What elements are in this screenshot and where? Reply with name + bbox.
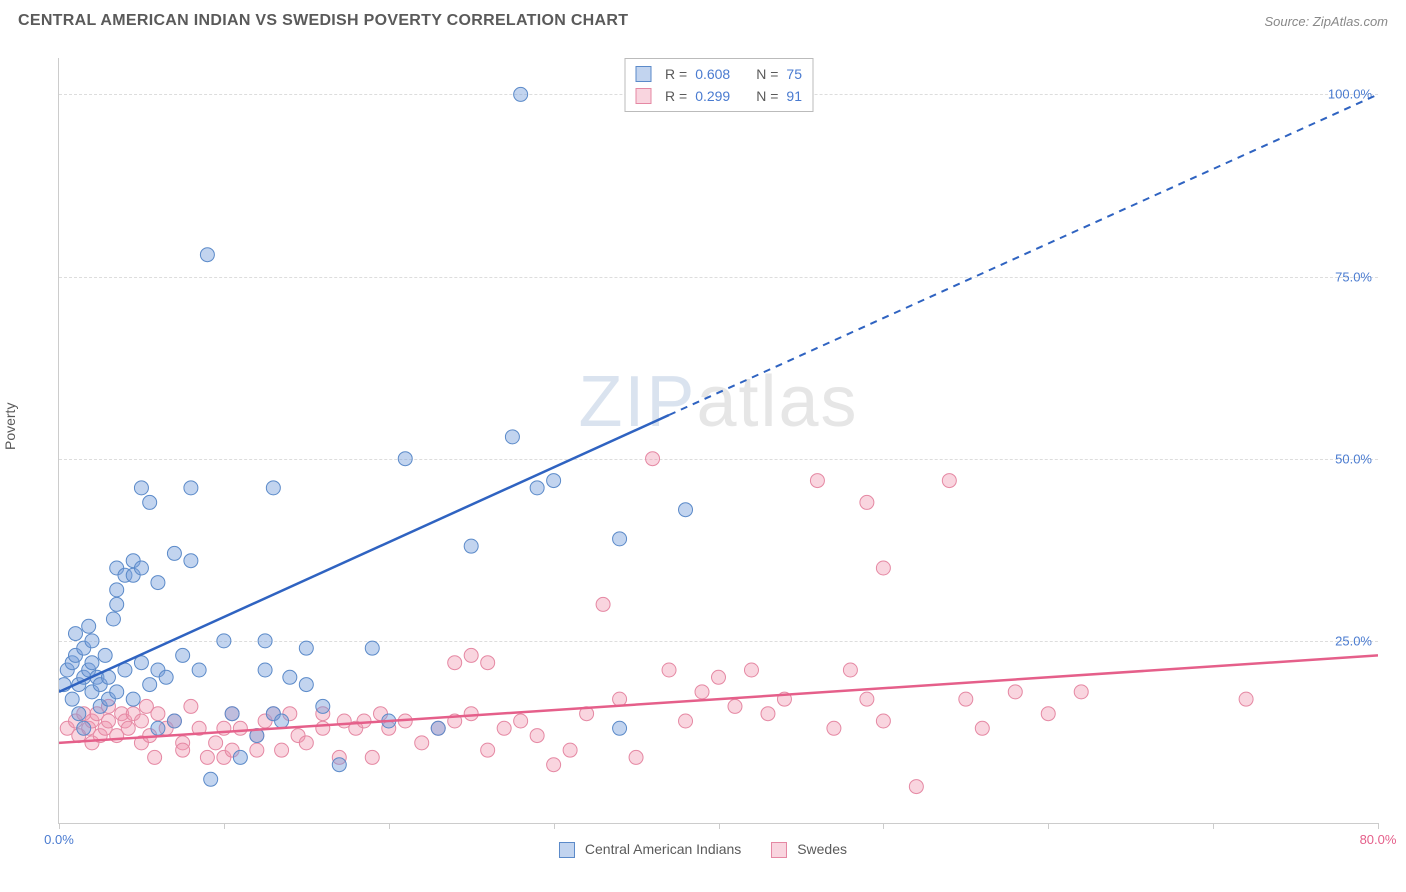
swatch-a-icon xyxy=(559,842,575,858)
chart-svg xyxy=(59,58,1378,823)
r-value-b: 0.299 xyxy=(695,85,730,107)
n-label: N = xyxy=(756,63,778,85)
n-label: N = xyxy=(756,85,778,107)
chart-header: CENTRAL AMERICAN INDIAN VS SWEDISH POVER… xyxy=(0,0,1406,38)
watermark-atlas: atlas xyxy=(696,362,858,442)
y-grid-label: 50.0% xyxy=(1335,451,1372,466)
r-label: R = xyxy=(665,85,687,107)
y-axis-label: Poverty xyxy=(2,403,18,450)
r-label: R = xyxy=(665,63,687,85)
legend-item-b: Swedes xyxy=(771,841,847,858)
n-value-b: 91 xyxy=(786,85,802,107)
r-value-a: 0.608 xyxy=(695,63,730,85)
legend-label-b: Swedes xyxy=(797,841,847,857)
correlation-legend: R = 0.608 N = 75 R = 0.299 N = 91 xyxy=(624,58,813,112)
chart-area: Poverty R = 0.608 N = 75 R = 0.299 N = 9… xyxy=(18,48,1388,874)
x-tick-label: 80.0% xyxy=(1360,832,1397,847)
y-grid-label: 75.0% xyxy=(1335,269,1372,284)
watermark: ZIPatlas xyxy=(578,361,858,443)
series-legend: Central American Indians Swedes xyxy=(559,841,847,858)
y-grid-label: 100.0% xyxy=(1328,87,1372,102)
plot-area: R = 0.608 N = 75 R = 0.299 N = 91 ZIPatl… xyxy=(58,58,1378,824)
swatch-b-icon xyxy=(771,842,787,858)
x-tick-label: 0.0% xyxy=(44,832,74,847)
swatch-a-icon xyxy=(635,66,651,82)
chart-title: CENTRAL AMERICAN INDIAN VS SWEDISH POVER… xyxy=(18,12,628,30)
legend-item-a: Central American Indians xyxy=(559,841,741,858)
chart-source: Source: ZipAtlas.com xyxy=(1264,14,1388,29)
legend-row-a: R = 0.608 N = 75 xyxy=(635,63,802,85)
legend-label-a: Central American Indians xyxy=(585,841,741,857)
swatch-b-icon xyxy=(635,88,651,104)
legend-row-b: R = 0.299 N = 91 xyxy=(635,85,802,107)
y-grid-label: 25.0% xyxy=(1335,633,1372,648)
n-value-a: 75 xyxy=(786,63,802,85)
watermark-zip: ZIP xyxy=(578,362,696,442)
